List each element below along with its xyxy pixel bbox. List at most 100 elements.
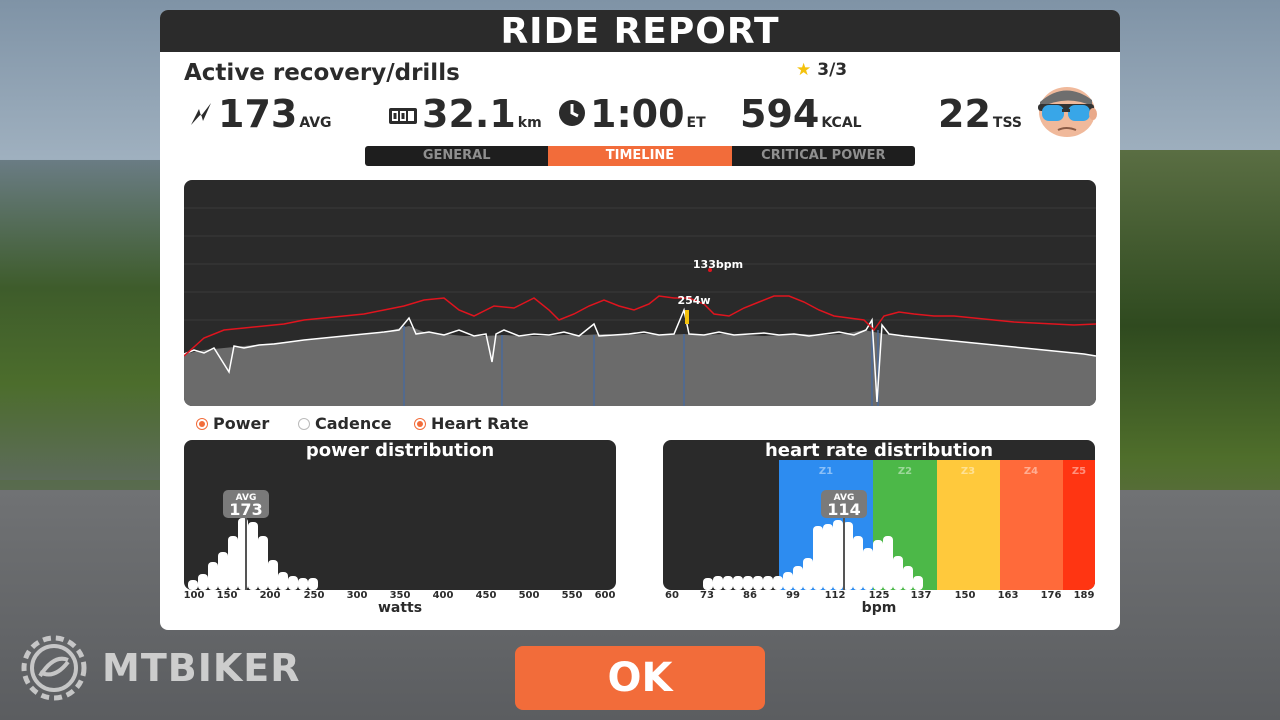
hr-tick: 99 — [786, 590, 800, 601]
stat-time: 1:00 ET — [558, 92, 706, 136]
clock-icon — [559, 100, 585, 126]
hr-axis-title: bpm — [861, 600, 897, 616]
stars-count: 3/3 — [817, 60, 848, 80]
avatar — [1038, 87, 1097, 137]
zone-label: Z1 — [819, 466, 833, 477]
cadence-radio[interactable] — [298, 417, 310, 430]
hr-histogram — [703, 520, 923, 590]
stat-calories: 594 KCAL — [740, 92, 862, 136]
hr-tick: 176 — [1040, 590, 1062, 601]
legend-power[interactable]: Power — [196, 414, 269, 433]
power-marker-label: 254w — [677, 294, 710, 307]
power-tick: 250 — [303, 590, 325, 601]
legend-power-label: Power — [213, 414, 270, 433]
stat-distance-value: 32.1 — [422, 92, 516, 136]
stat-power: 173 AVG — [188, 92, 332, 136]
power-distribution-chart: AVG 173 — [184, 440, 616, 590]
stat-time-unit: ET — [686, 115, 706, 131]
power-tick: 500 — [518, 590, 540, 601]
workout-name: Active recovery/drills — [184, 60, 460, 86]
hr-tick: 150 — [954, 590, 976, 601]
zone-z4 — [1000, 460, 1063, 590]
hr-distribution-svg: Z1 Z2 Z3 Z4 Z5 — [703, 460, 1095, 590]
power-histogram — [188, 518, 318, 590]
zone-z3 — [937, 460, 1000, 590]
power-axis-ticks: 100 150 200 250 300 350 400 450 500 550 … — [184, 590, 616, 604]
stat-tss: 22 TSS — [938, 92, 1022, 136]
hr-tick: 86 — [743, 590, 757, 601]
power-line — [184, 307, 1096, 403]
power-tick: 550 — [561, 590, 583, 601]
timeline-svg: 133bpm 254w — [184, 207, 1096, 406]
hr-avg-badge — [821, 490, 867, 518]
power-distribution-title: power distribution — [305, 440, 495, 461]
hr-tick: 60 — [665, 590, 679, 601]
power-bolt-icon — [191, 103, 211, 125]
timeline-graph: 133bpm 254w — [184, 180, 1096, 406]
stat-distance-unit: km — [517, 115, 542, 131]
stat-time-value: 1:00 — [590, 92, 685, 136]
workout-stars: ★ 3/3 — [796, 60, 847, 80]
hr-tick: 189 — [1073, 590, 1095, 601]
zone-label: Z4 — [1024, 466, 1038, 477]
power-avg-label: AVG — [236, 493, 257, 503]
hr-tick: 112 — [824, 590, 846, 601]
hr-tick: 163 — [997, 590, 1019, 601]
hr-avg-value: 114 — [827, 500, 860, 519]
power-axis-title: watts — [377, 600, 423, 616]
gear-logo-icon — [21, 635, 87, 701]
hr-marker-label: 133bpm — [693, 258, 743, 271]
zone-z5 — [1063, 460, 1095, 590]
brand-watermark: MTBIKER — [16, 630, 301, 706]
hr-tick: 137 — [910, 590, 932, 601]
hr-distribution-title: heart rate distribution — [764, 440, 994, 461]
hr-tick: 125 — [868, 590, 890, 601]
stat-tss-unit: TSS — [992, 115, 1022, 131]
star-icon: ★ — [796, 60, 812, 80]
power-tick: 300 — [346, 590, 368, 601]
legend-heart-rate-label: Heart Rate — [431, 414, 529, 433]
zone-label: Z3 — [961, 466, 975, 477]
power-marker-bar — [685, 310, 689, 324]
hr-axis-ticks: 60 73 86 99 112 125 137 150 163 176 189 — [663, 590, 1095, 604]
ok-button[interactable]: OK — [515, 646, 765, 710]
hr-distribution-chart: Z1 Z2 Z3 Z4 Z5 — [663, 440, 1095, 590]
power-tick: 200 — [259, 590, 281, 601]
heart-rate-line — [184, 295, 1096, 357]
power-avg-value: 173 — [229, 500, 262, 519]
zone-label: Z5 — [1072, 466, 1086, 477]
stat-calories-value: 594 — [740, 92, 820, 136]
legend-cadence[interactable]: Cadence — [298, 414, 392, 433]
brand-text: MTBIKER — [102, 646, 301, 690]
stat-tss-value: 22 — [938, 92, 991, 136]
power-tick: 350 — [389, 590, 411, 601]
zone-label: Z2 — [898, 466, 912, 477]
tab-general[interactable]: GENERAL — [422, 148, 491, 163]
panel-title: RIDE REPORT — [160, 10, 1120, 52]
hr-tick: 73 — [700, 590, 714, 601]
heart-rate-radio[interactable] — [414, 417, 426, 430]
stat-distance: 32.1 km — [388, 92, 542, 136]
power-tick: 400 — [432, 590, 454, 601]
legend-cadence-label: Cadence — [315, 414, 392, 433]
power-tick: 450 — [475, 590, 497, 601]
power-avg-badge — [223, 490, 269, 518]
legend-heart-rate[interactable]: Heart Rate — [414, 414, 529, 433]
hr-marker-dot — [708, 268, 712, 272]
hr-avg-label: AVG — [834, 493, 855, 503]
power-tick: 100 — [183, 590, 205, 601]
tab-timeline[interactable]: TIMELINE — [548, 146, 732, 166]
power-radio[interactable] — [196, 417, 208, 430]
scenery-left — [0, 160, 170, 480]
stat-power-value: 173 — [218, 92, 298, 136]
stat-power-unit: AVG — [299, 115, 332, 131]
odometer-icon — [389, 108, 417, 124]
power-tick: 150 — [216, 590, 238, 601]
power-area — [184, 326, 1096, 406]
stat-calories-unit: KCAL — [821, 115, 862, 131]
power-distribution-svg: AVG 173 — [188, 490, 318, 590]
tab-critical-power[interactable]: CRITICAL POWER — [761, 148, 886, 163]
ride-report-panel: RIDE REPORT Active recovery/drills ★ 3/3 … — [160, 10, 1120, 630]
report-tabs: GENERAL TIMELINE CRITICAL POWER — [365, 146, 915, 166]
power-tick: 600 — [594, 590, 616, 601]
